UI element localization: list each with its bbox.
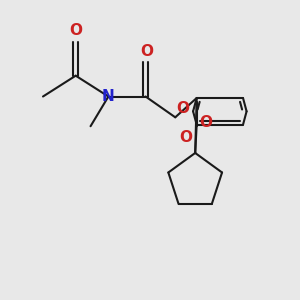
- Text: O: O: [140, 44, 154, 59]
- Text: N: N: [102, 89, 115, 104]
- Text: O: O: [179, 130, 192, 145]
- Text: O: O: [177, 101, 190, 116]
- Text: O: O: [69, 23, 82, 38]
- Text: O: O: [200, 115, 213, 130]
